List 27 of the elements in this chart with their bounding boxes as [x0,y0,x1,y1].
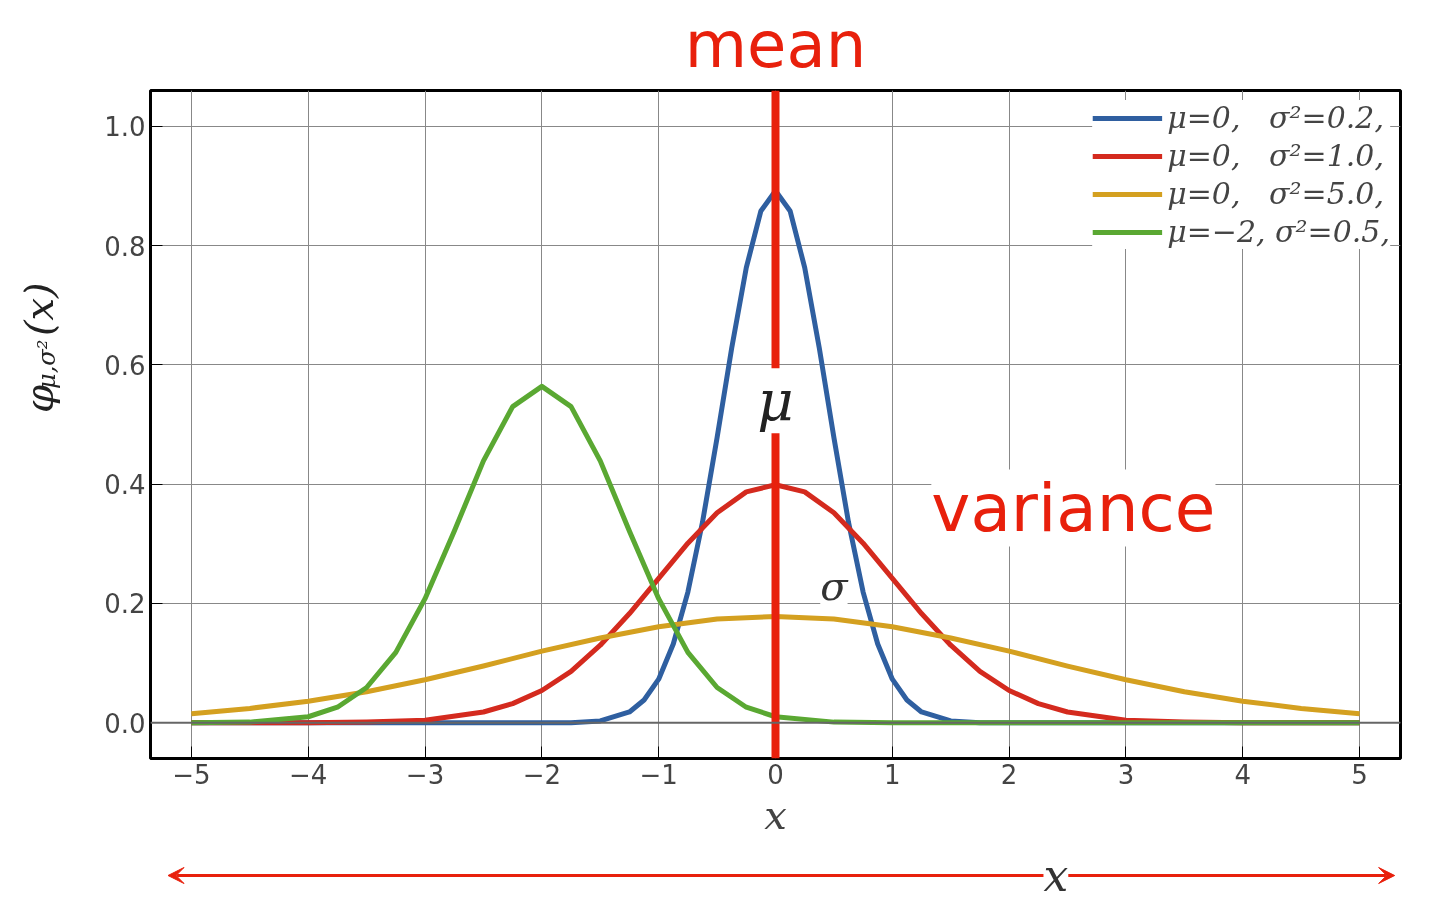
x-tick-label: 0 [767,759,784,790]
legend-label: μ=0, σ²=0.2, [1167,100,1384,135]
legend-label: μ=0, σ²=5.0, [1167,176,1384,211]
y-tick-label: 0.2 [104,589,146,620]
x-tick-label: 1 [884,759,901,790]
x-tick-label: 5 [1351,759,1368,790]
annotation: σ [820,562,850,609]
annotation: μ [757,368,794,434]
y-tick-label: 0.6 [104,350,146,381]
x-tick-label: 2 [1000,759,1018,790]
x-tick-label: −5 [172,759,211,790]
legend-label: μ=0, σ²=1.0, [1167,138,1384,173]
annotation: variance [931,469,1216,547]
y-tick-label: 0.8 [104,231,146,262]
x-tick-label: −1 [639,759,678,790]
legend-label: μ=−2, σ²=0.5, [1167,214,1390,249]
x-tick-label: −3 [405,759,445,790]
x-tick-label: 4 [1234,759,1252,790]
y-tick-label: 0.4 [104,470,146,501]
y-tick-label: 0.0 [104,708,146,739]
x-tick-label: −2 [522,759,562,790]
x-tick-label: 3 [1117,759,1135,790]
ref-line-label: mean [684,7,867,82]
x-axis-title: x [764,791,787,838]
y-tick-label: 1.0 [104,112,146,143]
x-tick-label: −4 [289,759,328,790]
text: x [1043,850,1069,901]
